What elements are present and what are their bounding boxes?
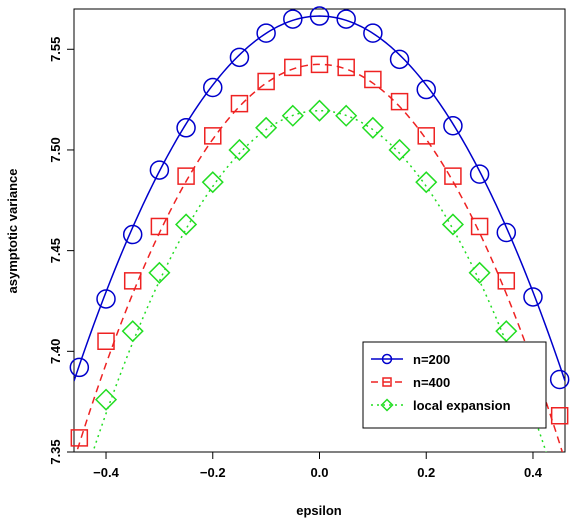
- legend-label: n=200: [413, 352, 450, 367]
- series-line: [75, 63, 564, 452]
- data-point: [122, 224, 143, 245]
- data-point: [177, 167, 195, 185]
- legend-item: n=200: [371, 352, 450, 367]
- data-point: [281, 104, 304, 127]
- data-point: [361, 116, 384, 139]
- x-tick-label: 0.0: [310, 465, 328, 480]
- legend-item: local expansion: [371, 398, 511, 413]
- data-point: [176, 118, 196, 138]
- data-point: [257, 72, 275, 91]
- data-point: [416, 79, 436, 100]
- data-point: [308, 99, 331, 122]
- data-point: [96, 289, 116, 309]
- data-point: [497, 272, 516, 290]
- x-tick-label: 0.2: [417, 465, 435, 480]
- data-point: [283, 9, 303, 29]
- data-point: [335, 104, 358, 127]
- legend-label: local expansion: [413, 398, 511, 413]
- data-point: [94, 388, 118, 411]
- data-point: [309, 6, 330, 26]
- data-point: [148, 261, 171, 284]
- legend-item: n=400: [371, 375, 450, 390]
- data-point: [310, 55, 329, 74]
- data-point: [203, 77, 223, 98]
- data-point: [363, 23, 383, 43]
- data-point: [123, 272, 142, 290]
- data-point: [204, 127, 222, 145]
- x-tick-label: −0.4: [93, 465, 119, 480]
- data-point: [175, 213, 198, 236]
- data-point: [255, 116, 278, 139]
- data-point: [443, 116, 463, 136]
- x-tick-label: 0.4: [524, 465, 543, 480]
- series-n-200: [69, 6, 570, 390]
- data-point: [149, 160, 170, 180]
- data-point: [417, 127, 435, 145]
- axes: −0.4 −0.2 0.0 0.2 0.4 7.35 7.40 7.45 7.50 7.55: [48, 37, 543, 480]
- data-point: [415, 171, 438, 194]
- data-point: [228, 138, 251, 162]
- data-point: [549, 369, 570, 390]
- legend-square-icon: [382, 377, 392, 387]
- data-point: [523, 287, 543, 307]
- y-tick-label: 7.40: [48, 339, 63, 364]
- data-point: [230, 94, 249, 113]
- legend: n=200 n=400 local expansion: [362, 341, 547, 429]
- data-point: [441, 213, 464, 236]
- y-tick-label: 7.50: [48, 137, 63, 162]
- legend-circle-icon: [381, 353, 393, 365]
- x-tick-label: −0.2: [200, 465, 226, 480]
- data-point: [364, 70, 382, 89]
- data-point: [444, 167, 462, 185]
- data-point: [389, 49, 410, 70]
- data-point: [337, 58, 355, 77]
- data-point: [496, 222, 517, 243]
- data-point: [390, 92, 409, 111]
- data-point: [229, 47, 250, 68]
- data-point: [470, 217, 489, 236]
- data-point: [70, 429, 89, 447]
- x-axis-label: epsilon: [296, 503, 342, 518]
- legend-box: [362, 341, 547, 429]
- data-point: [388, 138, 411, 162]
- data-point: [97, 332, 115, 350]
- data-point: [201, 171, 224, 194]
- data-point: [550, 407, 569, 425]
- data-point: [336, 9, 356, 29]
- data-point: [284, 58, 302, 77]
- data-point: [468, 261, 491, 284]
- data-point: [121, 320, 144, 343]
- legend-diamond-icon: [380, 398, 394, 412]
- y-axis-label: asymptotic variance: [5, 168, 20, 293]
- data-point: [469, 164, 490, 184]
- legend-label: n=400: [413, 375, 450, 390]
- series-n-400: [70, 55, 569, 452]
- y-tick-label: 7.55: [48, 37, 63, 62]
- data-point: [69, 357, 90, 378]
- series-local-expansion: [92, 99, 547, 452]
- data-point: [495, 320, 518, 343]
- series-line: [92, 109, 547, 452]
- series-layer: [69, 6, 570, 452]
- series-line: [74, 15, 565, 382]
- y-tick-label: 7.35: [48, 439, 63, 464]
- data-point: [150, 217, 169, 236]
- data-point: [256, 23, 276, 43]
- y-tick-label: 7.45: [48, 238, 63, 263]
